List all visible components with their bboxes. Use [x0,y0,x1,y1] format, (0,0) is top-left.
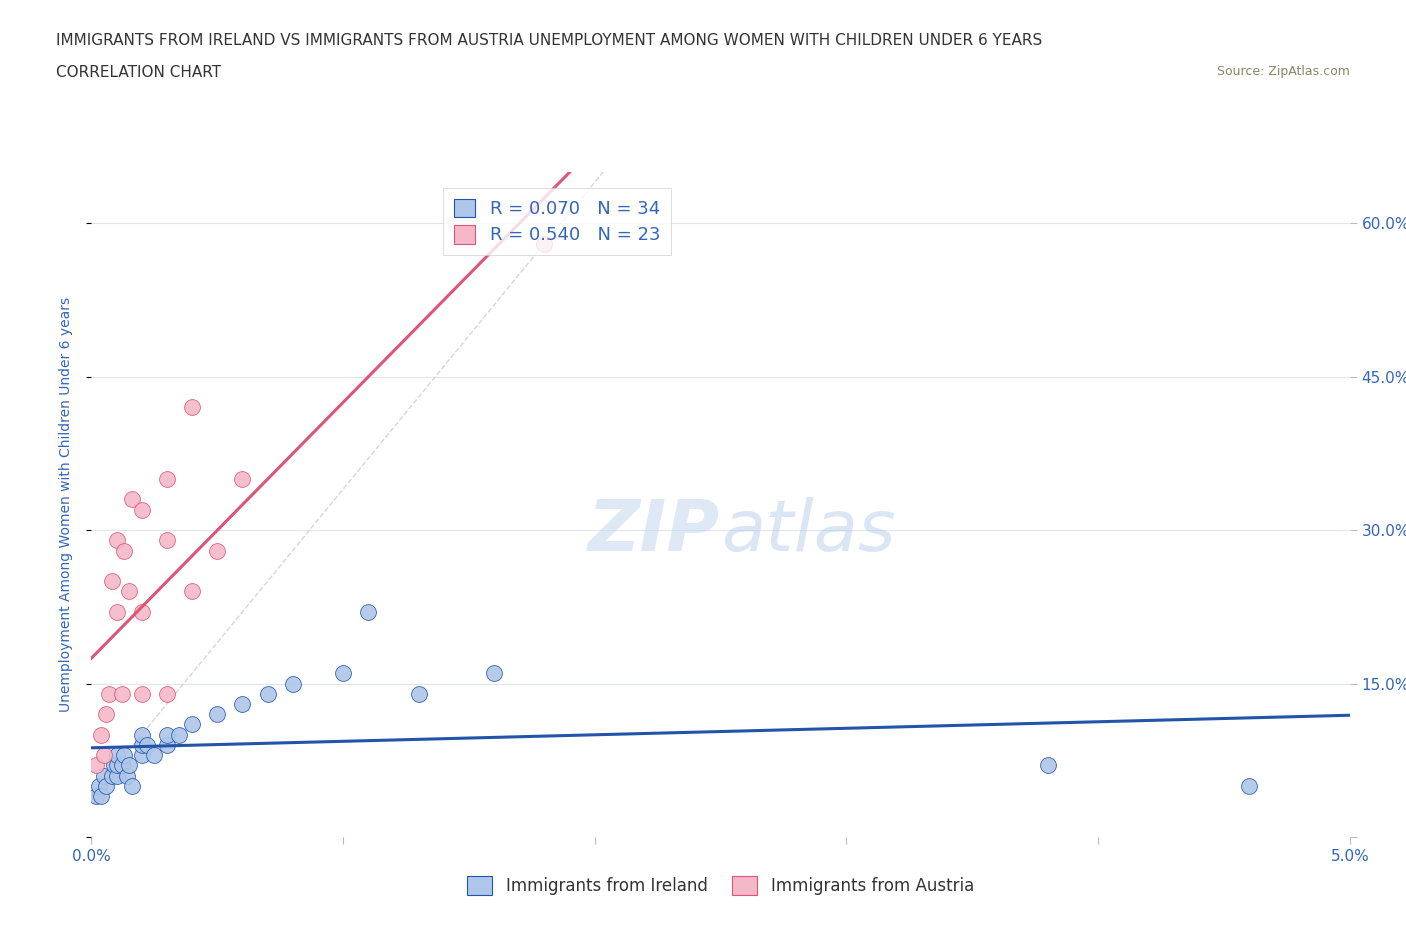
Point [105,748,128,763]
Point [98,686,121,701]
Point [131,737,153,752]
Point [156,533,179,548]
Point [118,584,141,599]
Point [156,737,179,752]
Point [86,789,108,804]
Point [205,543,228,558]
Point [86,758,108,773]
Text: ZIP: ZIP [588,497,720,565]
Point [1036,758,1059,773]
Text: IMMIGRANTS FROM IRELAND VS IMMIGRANTS FROM AUSTRIA UNEMPLOYMENT AMONG WOMEN WITH: IMMIGRANTS FROM IRELAND VS IMMIGRANTS FR… [56,33,1042,47]
Point [90,789,112,804]
Point [93,748,115,763]
Point [112,748,135,763]
Point [156,686,179,701]
Point [93,768,115,783]
Point [96,707,118,722]
Point [143,748,166,763]
Text: Source: ZipAtlas.com: Source: ZipAtlas.com [1216,65,1350,78]
Point [112,543,135,558]
Point [105,604,128,619]
Point [169,727,191,742]
Point [256,686,278,701]
Point [103,758,125,773]
Point [96,778,118,793]
Point [1237,778,1260,793]
Point [181,717,204,732]
Point [205,707,228,722]
Y-axis label: Unemployment Among Women with Children Under 6 years: Unemployment Among Women with Children U… [59,297,73,712]
Point [100,574,122,589]
Point [87,778,110,793]
Point [118,758,141,773]
Legend: Immigrants from Ireland, Immigrants from Austria: Immigrants from Ireland, Immigrants from… [467,876,974,896]
Point [231,697,253,711]
Point [131,727,153,742]
Point [131,604,153,619]
Point [110,758,132,773]
Point [121,778,143,793]
Point [131,686,153,701]
Point [231,472,253,486]
Point [181,584,204,599]
Point [110,686,132,701]
Point [131,748,153,763]
Point [408,686,430,701]
Point [533,236,555,251]
Point [181,400,204,415]
Point [156,472,179,486]
Point [105,533,128,548]
Point [281,676,304,691]
Point [482,666,505,681]
Point [90,727,112,742]
Point [357,604,380,619]
Point [100,768,122,783]
Point [115,768,138,783]
Point [156,727,179,742]
Point [131,502,153,517]
Point [105,768,128,783]
Point [332,666,354,681]
Point [135,737,157,752]
Point [121,492,143,507]
Text: atlas: atlas [720,497,896,565]
Point [105,758,128,773]
Text: CORRELATION CHART: CORRELATION CHART [56,65,221,80]
